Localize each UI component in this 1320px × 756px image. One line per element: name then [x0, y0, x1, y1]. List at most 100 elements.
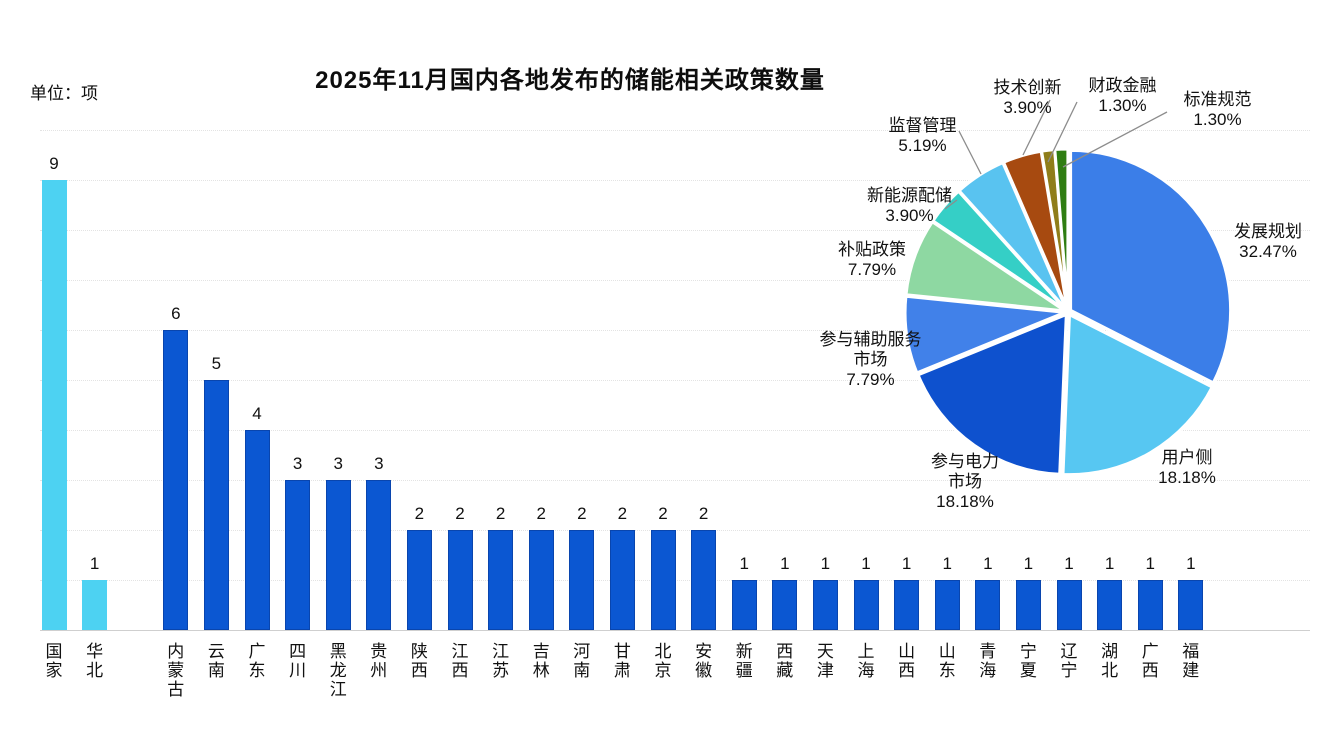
- pie-label-发展规划: 发展规划 32.47%: [1203, 222, 1320, 262]
- bar-value-label: 3: [292, 454, 303, 473]
- bar-福建: [1178, 580, 1204, 630]
- pie-label-pct: 32.47%: [1239, 242, 1297, 261]
- gridline: [40, 330, 1310, 331]
- bar-北京: [650, 530, 676, 630]
- x-tick-label: 黑龙江: [329, 642, 347, 699]
- bar-内蒙古: [163, 330, 189, 630]
- pie-slice-标准规范: [1053, 147, 1070, 311]
- x-tick-label: 江苏: [492, 642, 510, 680]
- bar-宁夏: [1015, 580, 1041, 630]
- bar-青海: [975, 580, 1001, 630]
- pie-label-标准规范: 标准规范 1.30%: [1165, 90, 1270, 130]
- bar-value-label: 3: [333, 454, 343, 473]
- x-tick-label: 北京: [654, 642, 672, 680]
- bar-value-label: 2: [577, 504, 587, 523]
- pie-label-text: 发展规划: [1234, 222, 1302, 241]
- bar-陕西: [406, 530, 432, 630]
- bar-山西: [894, 580, 920, 630]
- pie-slice-参与辅助服务市场: [903, 294, 1067, 375]
- bar-value-label: 5: [211, 354, 222, 373]
- x-tick-label: 福建: [1182, 642, 1200, 680]
- bar-山东: [934, 580, 960, 630]
- gridline: [40, 230, 1310, 231]
- bar-江苏: [488, 530, 514, 630]
- pie-label-pct: 5.19%: [898, 136, 947, 155]
- pie-label-text: 市场: [948, 472, 982, 491]
- x-tick-label: 西藏: [776, 642, 794, 680]
- leader-line: [944, 199, 958, 210]
- bar-广东: [244, 430, 270, 630]
- pie-label-补贴政策: 补贴政策 7.79%: [812, 240, 932, 280]
- bar-value-label: 2: [698, 504, 709, 523]
- pie-label-监督管理: 监督管理 5.19%: [875, 116, 970, 156]
- bar-value-label: 2: [495, 504, 506, 523]
- pie-label-用户侧: 用户侧 18.18%: [1127, 448, 1247, 488]
- pie-label-text: 财政金融: [1088, 76, 1157, 95]
- bar-value-label: 1: [1104, 554, 1115, 573]
- pie-label-text: 用户侧: [1161, 448, 1213, 467]
- x-tick-label: 甘肃: [613, 642, 631, 680]
- bar-value-label: 2: [617, 504, 628, 523]
- x-tick-label: 青海: [979, 642, 997, 680]
- bar-黑龙江: [325, 480, 351, 630]
- bar-value-label: 6: [171, 304, 181, 323]
- x-tick-label: 贵州: [370, 642, 388, 680]
- pie-label-pct: 3.90%: [885, 206, 934, 225]
- x-tick-label: 湖北: [1101, 642, 1119, 680]
- leader-line: [1047, 101, 1078, 163]
- bar-value-label: 2: [455, 504, 465, 523]
- bar-江西: [447, 530, 473, 630]
- bar-value-label: 9: [49, 154, 59, 173]
- bar-华北: [82, 580, 108, 630]
- bar-甘肃: [609, 530, 635, 630]
- bar-吉林: [528, 530, 554, 630]
- bar-value-label: 1: [89, 554, 100, 573]
- bar-辽宁: [1056, 580, 1082, 630]
- pie-label-pct: 3.90%: [1003, 98, 1052, 117]
- bar-西藏: [772, 580, 798, 630]
- unit-label: 单位：项: [30, 84, 98, 103]
- x-tick-label: 云南: [207, 642, 225, 680]
- bar-value-label: 1: [780, 554, 790, 573]
- pie-label-pct: 7.79%: [846, 370, 895, 389]
- pie-label-text: 补贴政策: [838, 240, 906, 259]
- x-tick-label: 广西: [1141, 642, 1159, 680]
- gridline: [40, 280, 1310, 281]
- bar-value-label: 1: [1145, 554, 1155, 573]
- gridline: [40, 130, 1310, 131]
- bar-新疆: [731, 580, 757, 630]
- x-tick-label: 山西: [898, 642, 916, 680]
- bar-四川: [285, 480, 311, 630]
- bar-value-label: 1: [1023, 554, 1034, 573]
- x-tick-label: 内蒙古: [167, 642, 185, 699]
- x-tick-label: 江西: [451, 642, 469, 680]
- bar-上海: [853, 580, 879, 630]
- gridline: [40, 480, 1310, 481]
- bar-value-label: 1: [901, 554, 912, 573]
- pie-label-参与电力市场: 参与电力 市场 18.18%: [905, 452, 1025, 512]
- pie-label-text: 监督管理: [888, 116, 957, 135]
- bar-广西: [1137, 580, 1163, 630]
- pie-label-新能源配储: 新能源配储 3.90%: [852, 186, 967, 226]
- x-tick-label: 辽宁: [1060, 642, 1078, 680]
- gridline: [40, 380, 1310, 381]
- x-tick-label: 国家: [45, 642, 63, 680]
- pie-label-text: 参与电力: [931, 452, 999, 471]
- bar-贵州: [366, 480, 392, 630]
- x-tick-label: 宁夏: [1019, 642, 1037, 680]
- pie-slice-用户侧: [1061, 313, 1214, 477]
- x-tick-label: 上海: [857, 642, 875, 680]
- bar-value-label: 1: [1186, 554, 1196, 573]
- bar-value-label: 1: [1064, 554, 1074, 573]
- bar-value-label: 3: [374, 454, 384, 473]
- bar-value-label: 2: [414, 504, 425, 523]
- leader-line: [1062, 111, 1168, 168]
- bar-湖北: [1097, 580, 1123, 630]
- bar-安徽: [691, 530, 717, 630]
- x-tick-label: 广东: [248, 642, 266, 680]
- bar-value-label: 1: [739, 554, 749, 573]
- bar-国家: [41, 180, 67, 630]
- bar-value-label: 1: [820, 554, 831, 573]
